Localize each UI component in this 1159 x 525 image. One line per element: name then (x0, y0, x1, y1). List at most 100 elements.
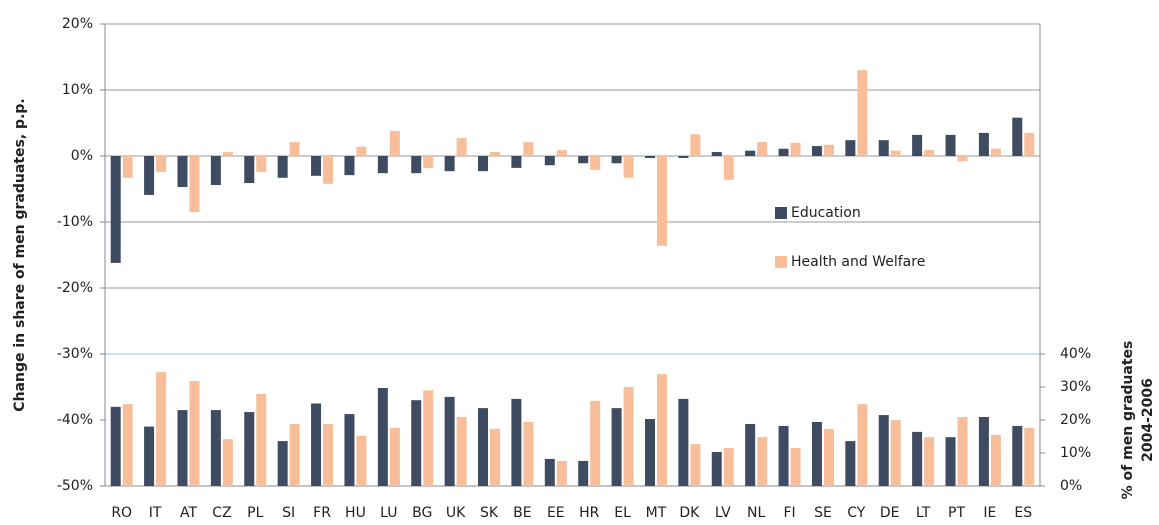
bar (656, 156, 667, 246)
bar (890, 150, 901, 156)
bar (611, 156, 622, 164)
y2-axis-label: % of men graduates (1120, 341, 1136, 500)
bar (177, 410, 188, 486)
y-axis-label: Change in share of men graduates, p.p. (12, 98, 28, 411)
bar (289, 142, 300, 156)
bar (690, 134, 701, 156)
bar (523, 421, 534, 486)
x-tick-label: LT (916, 505, 931, 521)
x-tick-label: FR (313, 505, 331, 521)
bar (110, 406, 121, 486)
x-tick-label: NL (747, 505, 765, 521)
x-tick-label: LU (380, 505, 397, 521)
y-tick-label: -20% (57, 280, 93, 296)
bar (878, 415, 889, 486)
bar (490, 428, 501, 486)
bar (277, 441, 288, 486)
bar (210, 156, 221, 186)
y2-axis-label: 2004-2006 (1140, 378, 1156, 462)
bar (745, 150, 756, 156)
bar (189, 381, 200, 486)
bar (978, 132, 989, 156)
x-tick-label: BE (513, 505, 531, 521)
y-tick-label: 0% (71, 148, 93, 164)
x-tick-label: SI (282, 505, 295, 521)
bar (311, 403, 322, 486)
bar (244, 156, 255, 184)
bar (210, 410, 221, 486)
bar (478, 156, 489, 172)
bar (578, 156, 589, 164)
x-tick-label: ES (1014, 505, 1032, 521)
bar (244, 412, 255, 486)
y2-tick-label: 40% (1060, 346, 1091, 362)
x-tick-label: BG (412, 505, 432, 521)
bar (478, 408, 489, 486)
bar (289, 423, 300, 486)
y-tick-label: 10% (62, 82, 93, 98)
x-tick-label: SE (814, 505, 832, 521)
bar (511, 156, 522, 168)
bar (811, 421, 822, 486)
x-tick-label: PL (247, 505, 263, 521)
bar (678, 156, 689, 158)
y-tick-label: -40% (57, 412, 93, 428)
bar (878, 140, 889, 156)
bar (811, 146, 822, 156)
x-tick-label: IT (149, 505, 162, 521)
bar (924, 437, 935, 486)
x-tick-label: RO (111, 505, 132, 521)
bar (790, 448, 801, 486)
bar (1012, 117, 1023, 156)
bar (757, 437, 768, 486)
x-tick-label: HR (579, 505, 600, 521)
bar (656, 374, 667, 486)
x-tick-label: LV (715, 505, 731, 521)
bar (745, 423, 756, 486)
x-tick-label: CZ (212, 505, 231, 521)
bar (590, 400, 601, 486)
x-tick-label: EL (614, 505, 631, 521)
bar (356, 146, 367, 156)
bar (144, 426, 155, 486)
bar (1012, 425, 1023, 486)
legend-swatch (775, 207, 787, 219)
legend-label: Health and Welfare (791, 254, 925, 270)
bar (389, 130, 400, 156)
bar (578, 460, 589, 486)
bar (444, 396, 455, 486)
y2-tick-label: 20% (1060, 412, 1091, 428)
bar (256, 156, 267, 172)
bar (912, 431, 923, 486)
bar (790, 142, 801, 156)
bar (356, 435, 367, 486)
x-tick-label: FI (783, 505, 795, 521)
bar (778, 148, 789, 156)
bar (990, 148, 1001, 156)
bar (122, 156, 133, 178)
bar (222, 439, 233, 486)
bar (344, 414, 355, 486)
bar (623, 387, 634, 486)
bar (323, 423, 334, 486)
bar (156, 372, 167, 486)
bar (823, 428, 834, 486)
bar (411, 400, 422, 486)
y2-tick-label: 10% (1060, 445, 1091, 461)
bar (711, 452, 722, 486)
bar (711, 152, 722, 156)
bar (644, 156, 655, 158)
x-tick-label: HU (345, 505, 366, 521)
x-tick-label: SK (480, 505, 499, 521)
bar (957, 156, 968, 162)
bar (912, 134, 923, 156)
bar (144, 156, 155, 195)
bar (156, 156, 167, 172)
bar (978, 417, 989, 486)
bar (945, 134, 956, 156)
bar (256, 393, 267, 486)
bar (377, 387, 388, 486)
bar (389, 427, 400, 486)
bar (1024, 132, 1035, 156)
